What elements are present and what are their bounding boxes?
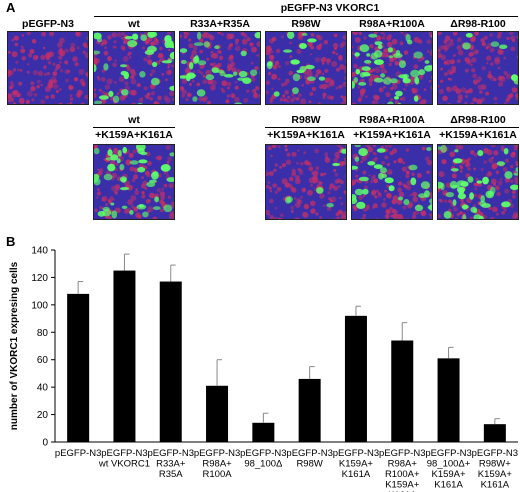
x-tick-label: 98_100Δ+ [427,459,471,470]
x-tick-label: R98W+ [479,459,511,470]
x-tick-label: pEGFP-N3 [425,448,471,459]
bar-1 [113,270,136,442]
y-tick-label: 140 [31,246,48,257]
x-tick-label: K161A [342,469,371,480]
x-tick-label: wt VKORC1 [98,459,150,470]
row2-label-top-1: R98W [291,114,321,126]
row1-label-5: ΔR98-R100 [450,18,506,30]
panel-b-letter: B [6,234,16,249]
x-tick-label: pEGFP-N3 [55,448,101,459]
x-tick-label: K161A [434,480,463,491]
y-tick-label: 80 [37,328,49,339]
bars [67,253,506,442]
x-tick-label: pEGFP-N3 [379,448,425,459]
y-tick-label: 60 [37,355,49,366]
panel-a-letter: A [6,0,16,15]
y-tick-label: 40 [37,383,49,394]
row1-label-1: wt [128,18,140,30]
row2-label-top-3: ΔR98-R100 [450,114,506,126]
row2-label-bottom-0: +K159A+K161A [95,129,173,141]
micrograph-row1-2 [179,31,261,105]
x-tick-label: pEGFP-N3 [148,448,194,459]
row2-label-top-0: wt [128,114,140,126]
x-tick-label: R35A [159,469,183,480]
x-tick-label: R98A+ [202,459,232,470]
x-tick-label: pEGFP-N3 [194,448,240,459]
row2-header-rule-0 [93,127,175,128]
y-tick-label: 0 [42,438,48,449]
micrograph-row1-3 [265,31,347,105]
bar-2 [159,281,182,442]
group-header-rule [94,16,518,17]
y-tick-label: 120 [31,273,48,284]
row2-label-bottom-2: +K159A+K161A [353,129,431,141]
x-tick-label: pEGFP-N3 [472,448,518,459]
row2-label-bottom-1: +K159A+K161A [267,129,345,141]
bar-5 [298,378,321,442]
micrograph-row1-1 [93,31,175,105]
bar-3 [206,385,229,442]
x-tick-label: 98_100Δ [244,459,283,470]
bar-chart: 0 20 40 60 80 100 120 140 number of VKORC1 expre… [9,246,518,492]
micrograph-row1-5 [437,31,519,105]
micrograph-row1-0 [7,31,89,105]
x-tick-label: R100A [203,469,233,480]
bar-7 [391,340,414,442]
group-header: pEGFP-N3 VKORC1 [280,2,380,14]
x-tick-label: K159A+ [385,480,420,491]
row1-label-2: R33A+R35A [190,18,250,30]
micrograph-row1-4 [351,31,433,105]
row2-label-bottom-3: +K159A+K161A [439,129,517,141]
x-tick-label: K159A+ [478,469,513,480]
x-tick-label: R33A+ [156,459,186,470]
x-tick-label: K161A [481,480,510,491]
x-tick-label: pEGFP-N3 [333,448,379,459]
bar-8 [437,358,460,442]
y-tick-label: 20 [37,410,49,421]
x-tick-label: K161A [388,490,417,492]
row1-label-4: R98A+R100A [359,18,425,30]
row2-header-rule-1 [265,127,519,128]
x-tick-label: R100A+ [385,469,420,480]
x-tick-label: pEGFP-N3 [101,448,147,459]
y-axis-title: number of VKORC1 expresing cells [9,261,20,430]
row1-label-3: R98W [291,18,321,30]
x-tick-label: R98A+ [388,459,418,470]
micrograph-row2-3 [437,144,519,220]
row1-label-0: pEGFP-N3 [22,18,74,30]
x-tick-label: K159A+ [339,459,374,470]
micrograph-row2-2 [351,144,433,220]
x-tick-label: K159A+ [432,469,467,480]
micrograph-row2-0 [93,144,175,220]
bar-6 [344,315,367,442]
y-tick-label: 100 [31,300,48,311]
x-tick-label: R98W [296,459,322,470]
bar-9 [483,424,506,442]
micrograph-row2-1 [265,144,347,220]
x-tick-label: pEGFP-N3 [240,448,286,459]
x-tick-label: pEGFP-N3 [286,448,332,459]
bar-4 [252,422,275,442]
row2-label-top-2: R98A+R100A [359,114,425,126]
bar-0 [67,293,90,442]
